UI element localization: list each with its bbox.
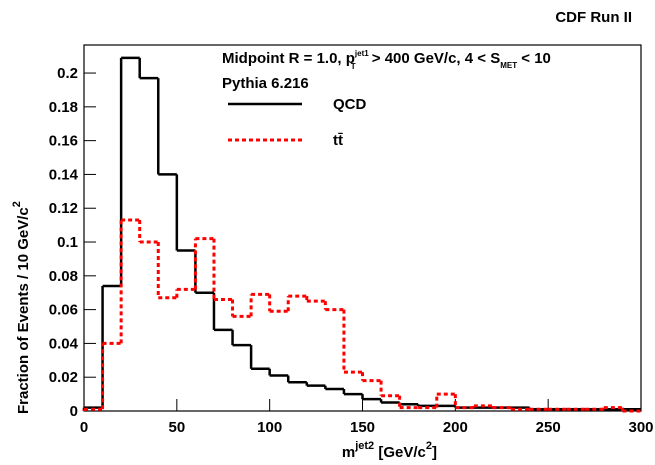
annotation-text: > 400 GeV/c, 4 < S: [368, 50, 501, 67]
y-tick-label: 0.14: [49, 166, 79, 183]
x-axis-label: mjet2 [GeV/c2]: [342, 440, 437, 461]
subtitle: Pythia 6.216: [222, 75, 309, 92]
legend-label: tt̄: [333, 132, 343, 149]
x-tick-label: 200: [443, 419, 468, 436]
y-tick-label: 0.16: [49, 133, 78, 150]
annotation-sub: MET: [500, 61, 517, 70]
annotation-text: < 10: [517, 50, 551, 67]
y-tick-label: 0.2: [57, 65, 78, 82]
x-label-sup: 2: [426, 440, 432, 452]
annotation-sup: jet1: [354, 49, 369, 58]
y-tick-label: 0.1: [57, 234, 78, 251]
legend-label: QCD: [333, 96, 367, 113]
annotation-text: Midpoint R = 1.0, p: [222, 50, 355, 67]
x-label-sup: jet2: [354, 440, 374, 452]
y-tick-label: 0.18: [49, 99, 78, 116]
x-label-text: m: [342, 444, 355, 461]
y-tick-label: 0.12: [49, 200, 78, 217]
y-tick-label: 0.08: [49, 268, 78, 285]
y-tick-label: 0.04: [49, 335, 79, 352]
x-tick-label: 0: [80, 419, 88, 436]
x-tick-label: 50: [168, 419, 185, 436]
y-label-sup: 2: [11, 201, 23, 207]
x-tick-label: 100: [257, 419, 282, 436]
annotation-sub: T: [351, 62, 356, 71]
x-tick-label: 250: [536, 419, 561, 436]
annotation: Midpoint R = 1.0, pjet1 T > 400 GeV/c, 4 …: [222, 49, 551, 71]
x-tick-label: 300: [628, 419, 653, 436]
x-tick-label: 150: [350, 419, 375, 436]
x-label-text: ]: [432, 444, 437, 461]
y-axis-label: Fraction of Events / 10 GeV/c2: [11, 201, 32, 414]
chart-title: CDF Run II: [555, 9, 632, 26]
y-tick-label: 0.02: [49, 369, 78, 386]
y-label-text: Fraction of Events / 10 GeV/c: [15, 207, 32, 414]
y-tick-label: 0.06: [49, 302, 78, 319]
x-label-text: [GeV/c: [374, 444, 426, 461]
y-tick-label: 0: [70, 403, 78, 420]
